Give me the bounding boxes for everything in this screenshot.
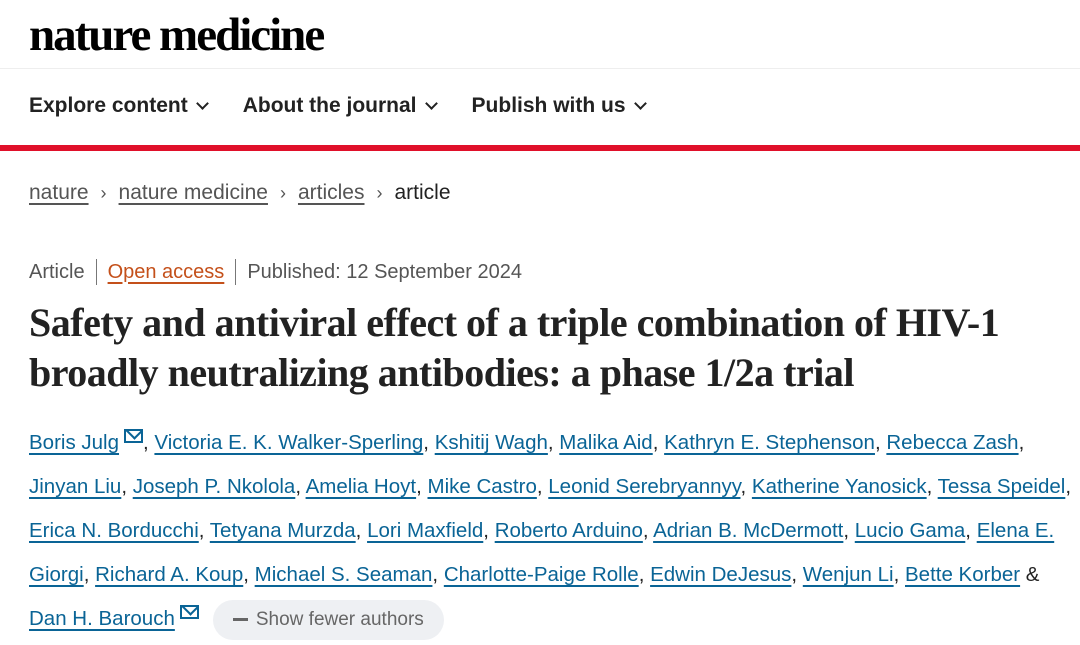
nav-explore-content[interactable]: Explore content <box>29 94 209 118</box>
header-divider <box>0 68 1080 69</box>
chevron-down-icon <box>424 97 438 110</box>
author-link[interactable]: Edwin DeJesus <box>650 563 792 586</box>
breadcrumb-nature[interactable]: nature <box>29 181 89 204</box>
published-date: Published: 12 September 2024 <box>247 260 522 283</box>
nav-label: About the journal <box>242 94 417 117</box>
article-type: Article <box>29 260 85 283</box>
ampersand: & <box>1025 563 1040 586</box>
author-link[interactable]: Tessa Speidel <box>937 475 1066 498</box>
author-link[interactable]: Michael S. Seaman <box>254 563 433 586</box>
author-link[interactable]: Victoria E. K. Walker-Sperling <box>154 431 424 454</box>
nav-publish-with-us[interactable]: Publish with us <box>471 94 647 118</box>
open-access-link[interactable]: Open access <box>107 260 225 283</box>
divider <box>235 259 237 285</box>
chevron-right-icon: › <box>100 182 107 203</box>
email-icon[interactable] <box>179 605 199 619</box>
accent-bar <box>0 145 1080 151</box>
author-link[interactable]: Erica N. Borducchi <box>29 519 199 542</box>
author-link[interactable]: Adrian B. McDermott <box>653 519 844 542</box>
chevron-down-icon <box>195 97 209 110</box>
breadcrumb-articles[interactable]: articles <box>297 181 365 204</box>
chevron-right-icon: › <box>376 182 383 203</box>
breadcrumb-nature-medicine[interactable]: nature medicine <box>118 181 268 204</box>
author-link[interactable]: Kathryn E. Stephenson <box>664 431 875 454</box>
nature-medicine-logo[interactable]: nature medicine <box>29 9 325 61</box>
author-link[interactable]: Katherine Yanosick <box>751 475 927 498</box>
email-icon[interactable] <box>124 429 144 443</box>
chevron-right-icon: › <box>279 182 286 203</box>
article-meta: Article Open access Published: 12 Septem… <box>29 259 522 285</box>
nav-label: Publish with us <box>471 94 626 117</box>
author-link[interactable]: Kshitij Wagh <box>434 431 548 454</box>
minus-icon <box>232 618 248 621</box>
author-link[interactable]: Jinyan Liu <box>29 475 122 498</box>
main-nav: Explore content About the journal Publis… <box>29 94 647 118</box>
author-link[interactable]: Amelia Hoyt <box>305 475 417 498</box>
button-label: Show fewer authors <box>255 608 424 630</box>
author-link[interactable]: Leonid Serebryannyy <box>548 475 741 498</box>
nav-about-journal[interactable]: About the journal <box>242 94 438 118</box>
nav-label: Explore content <box>29 94 188 117</box>
author-link[interactable]: Joseph P. Nkolola <box>132 475 296 498</box>
author-link[interactable]: Dan H. Barouch <box>29 607 175 630</box>
author-link[interactable]: Roberto Arduino <box>494 519 643 542</box>
author-link[interactable]: Wenjun Li <box>802 563 894 586</box>
author-link[interactable]: Lori Maxfield <box>367 519 484 542</box>
author-link[interactable]: Rebecca Zash <box>886 431 1019 454</box>
author-list: Boris Julg, Victoria E. K. Walker-Sperli… <box>29 421 1074 641</box>
author-link[interactable]: Malika Aid <box>559 431 653 454</box>
author-link[interactable]: Bette Korber <box>905 563 1021 586</box>
breadcrumb-current: article <box>394 181 451 204</box>
author-link[interactable]: Lucio Gama <box>854 519 966 542</box>
author-link[interactable]: Richard A. Koup <box>95 563 244 586</box>
author-link[interactable]: Elena E. Giorgi <box>29 519 1055 586</box>
breadcrumb: nature › nature medicine › articles › artic… <box>29 181 451 205</box>
chevron-down-icon <box>633 97 647 110</box>
author-link[interactable]: Charlotte-Paige Rolle <box>443 563 639 586</box>
show-fewer-authors-button[interactable]: Show fewer authors <box>212 599 444 640</box>
author-link[interactable]: Mike Castro <box>427 475 537 498</box>
divider <box>95 259 97 285</box>
author-link[interactable]: Tetyana Murzda <box>209 519 356 542</box>
article-title: Safety and antiviral effect of a triple … <box>29 300 1000 395</box>
author-link[interactable]: Boris Julg <box>29 431 120 454</box>
